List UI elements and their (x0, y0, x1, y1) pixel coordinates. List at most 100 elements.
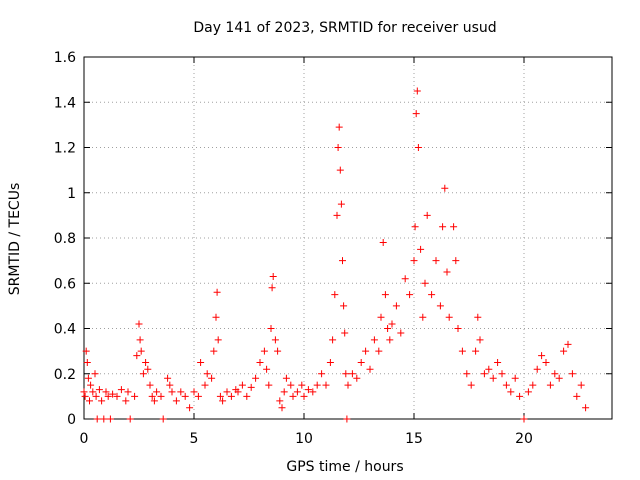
chart-title: Day 141 of 2023, SRMTID for receiver usu… (193, 20, 496, 36)
data-point (95, 386, 103, 394)
data-point (322, 381, 330, 389)
data-point (406, 291, 414, 299)
data-point (413, 87, 421, 95)
data-point (516, 392, 524, 400)
data-point (252, 374, 260, 382)
data-point (452, 257, 460, 265)
data-point (186, 404, 194, 412)
data-point (542, 358, 550, 366)
data-point (362, 347, 370, 355)
data-point (289, 392, 297, 400)
data-point (436, 302, 444, 310)
data-point (441, 184, 449, 192)
data-point (379, 239, 387, 247)
data-point (538, 352, 546, 360)
data-point (271, 336, 279, 344)
data-point (287, 381, 295, 389)
data-point (81, 392, 89, 400)
data-point (137, 347, 145, 355)
data-point (166, 381, 174, 389)
data-point (159, 415, 167, 423)
data-point (454, 325, 462, 332)
y-tick-label: 0 (67, 412, 76, 428)
data-point (194, 392, 202, 400)
data-point (564, 340, 572, 348)
data-point (507, 388, 515, 396)
data-point (267, 325, 275, 332)
data-point (428, 291, 436, 299)
data-point (560, 347, 568, 355)
x-tick-label: 10 (295, 431, 313, 447)
data-point (474, 313, 482, 321)
data-point (381, 291, 389, 299)
data-point (341, 329, 349, 337)
data-point (113, 392, 121, 400)
data-point (181, 392, 189, 400)
data-point (144, 365, 152, 373)
data-point (234, 388, 242, 396)
data-point (139, 370, 147, 378)
y-tick-label: 0.4 (54, 322, 76, 338)
data-point (203, 370, 211, 378)
grid-lines (83, 56, 612, 420)
data-point (93, 415, 101, 423)
data-point (357, 358, 365, 366)
data-point (384, 325, 392, 332)
data-point (318, 370, 326, 378)
data-point (340, 302, 348, 310)
data-point (208, 374, 216, 382)
data-point (524, 388, 532, 396)
data-point (293, 388, 301, 396)
data-point (485, 365, 493, 373)
data-point (370, 336, 378, 344)
data-point (502, 381, 510, 389)
data-point (104, 392, 112, 400)
data-point (86, 397, 93, 405)
data-point (268, 284, 276, 292)
data-point (190, 388, 198, 396)
data-point (219, 397, 227, 405)
data-point (577, 381, 585, 389)
data-point (214, 336, 222, 344)
data-point (443, 268, 451, 276)
data-point (238, 381, 246, 389)
data-point (375, 347, 383, 355)
data-point (102, 388, 110, 396)
data-point (342, 370, 350, 378)
x-tick-label: 20 (515, 431, 533, 447)
data-point (213, 288, 221, 296)
data-point (280, 388, 288, 396)
data-point (417, 245, 425, 253)
data-point (117, 386, 125, 394)
data-points (80, 87, 590, 423)
data-point (124, 388, 132, 396)
x-axis-label: GPS time / hours (286, 459, 403, 475)
data-point (260, 347, 268, 355)
data-point (458, 347, 466, 355)
data-point (313, 381, 321, 389)
data-point (343, 415, 351, 423)
x-tick-label: 0 (80, 431, 89, 447)
data-point (109, 390, 117, 398)
data-point (555, 374, 563, 382)
data-point (131, 392, 139, 400)
data-point (392, 302, 400, 310)
data-point (334, 144, 342, 151)
data-point (243, 392, 251, 400)
data-point (298, 381, 306, 389)
y-tick-label: 1.4 (54, 95, 76, 111)
data-point (337, 200, 345, 208)
data-point (172, 397, 180, 405)
data-point (282, 374, 290, 382)
data-point (411, 223, 419, 231)
data-point (439, 223, 447, 231)
data-point (339, 257, 346, 265)
data-point (300, 392, 308, 400)
data-point (377, 313, 385, 321)
data-point (366, 365, 374, 373)
data-point (247, 383, 255, 391)
data-point (197, 358, 205, 366)
data-point (326, 358, 334, 366)
data-point (472, 347, 480, 355)
data-point (494, 358, 502, 366)
